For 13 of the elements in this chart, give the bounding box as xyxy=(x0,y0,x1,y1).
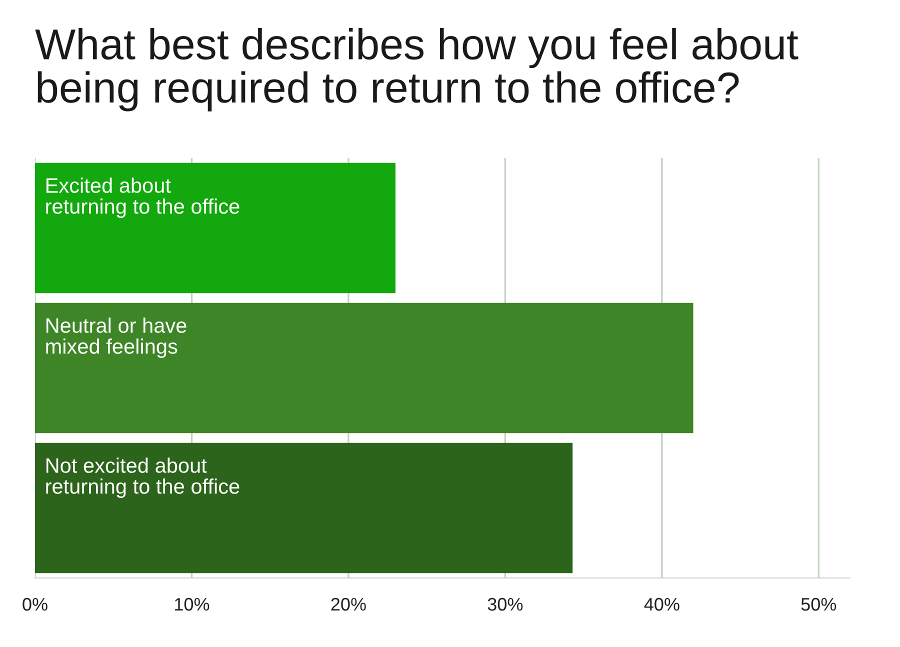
bar xyxy=(35,162,396,294)
x-tick-label: 10% xyxy=(175,598,210,611)
chart-title: What best describes how you feel about being required to return to the office? xyxy=(35,28,798,112)
y-tick-label: Neutral or have mixed feelings xyxy=(46,318,186,358)
x-tick-label: 0% xyxy=(22,598,48,611)
x-tick-label: 50% xyxy=(801,598,836,611)
bar xyxy=(35,302,694,434)
x-tick-label: 20% xyxy=(331,598,366,611)
x-tick-label: 40% xyxy=(644,598,680,611)
x-tick-label: 30% xyxy=(488,598,523,611)
y-tick-label: Not excited about returning to the office xyxy=(46,458,240,498)
y-tick-label: Excited about returning to the office xyxy=(46,178,240,218)
bar xyxy=(35,442,573,574)
